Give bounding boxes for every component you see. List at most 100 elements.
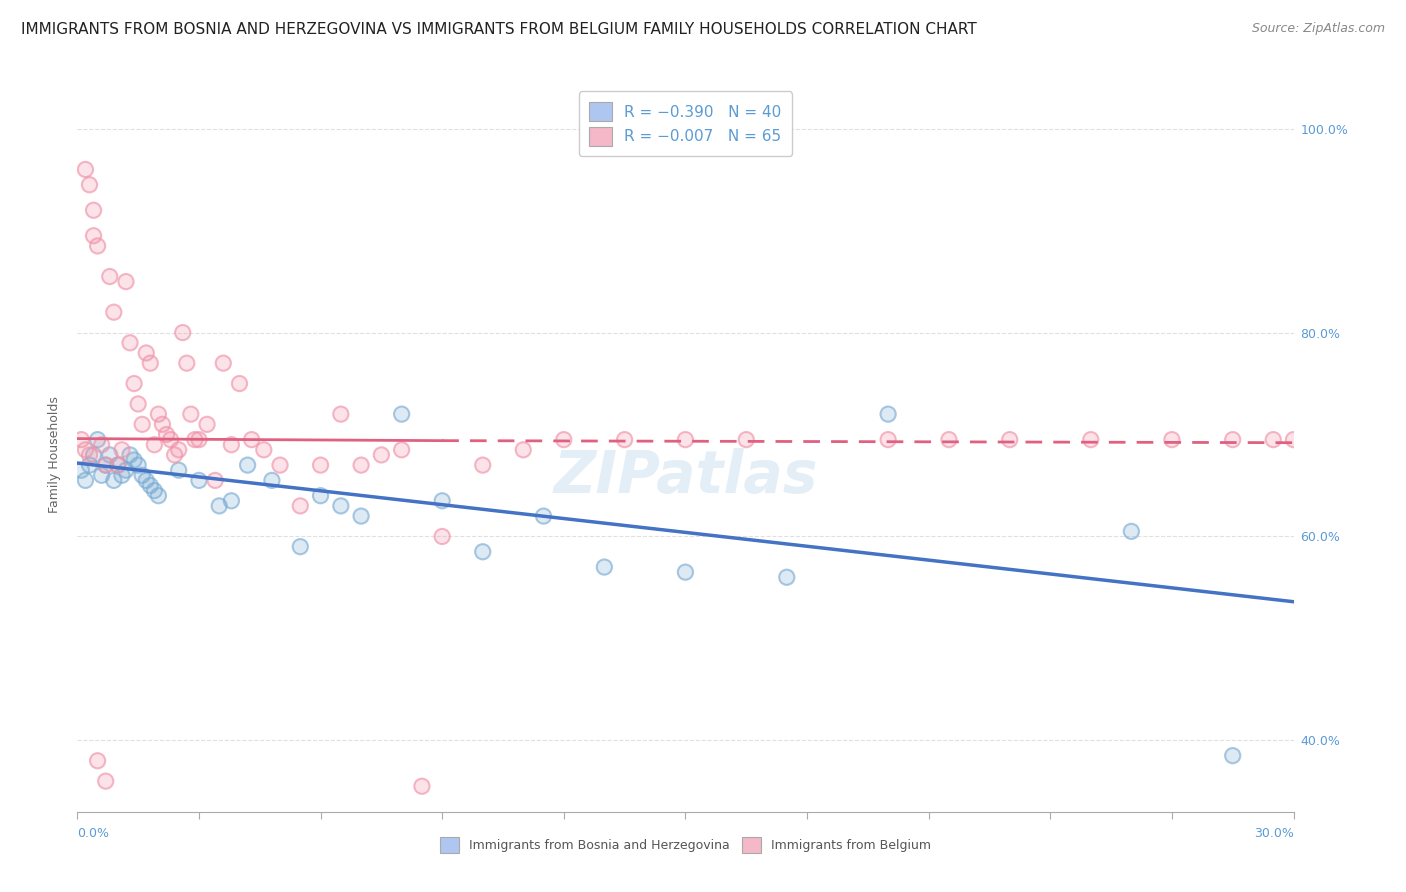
Point [877, 433, 900, 447]
Point [228, 376, 250, 391]
Point [94, 458, 117, 472]
Point [228, 376, 250, 391]
Point [329, 407, 352, 421]
Point [122, 376, 145, 391]
Point [143, 438, 166, 452]
Point [163, 448, 186, 462]
Point [195, 417, 218, 432]
Point [172, 326, 194, 340]
Point [1222, 433, 1244, 447]
Point [75, 162, 97, 177]
Point [1222, 433, 1244, 447]
Point [613, 433, 636, 447]
Point [111, 468, 134, 483]
Point [107, 458, 129, 472]
Point [79, 448, 101, 462]
Point [94, 458, 117, 472]
Point [188, 433, 211, 447]
Point [98, 269, 121, 284]
Point [131, 468, 153, 483]
Point [107, 458, 129, 472]
Point [253, 442, 276, 457]
Point [111, 442, 134, 457]
Point [269, 458, 291, 472]
Point [143, 483, 166, 498]
Point [1161, 433, 1184, 447]
Point [212, 356, 235, 370]
Point [143, 483, 166, 498]
Text: ZIPatlas: ZIPatlas [553, 448, 818, 505]
Point [148, 407, 170, 421]
Point [430, 529, 453, 543]
Point [176, 356, 198, 370]
Point [86, 754, 108, 768]
Point [553, 433, 575, 447]
Point [411, 779, 433, 793]
Point [329, 499, 352, 513]
Point [83, 228, 105, 243]
Point [188, 433, 211, 447]
Point [391, 442, 413, 457]
Point [139, 356, 162, 370]
Point [411, 779, 433, 793]
Point [115, 275, 138, 289]
Point [79, 458, 101, 472]
Point [75, 474, 97, 488]
Point [471, 545, 494, 559]
Point [131, 417, 153, 432]
Point [152, 417, 174, 432]
Point [118, 448, 141, 462]
Point [240, 433, 263, 447]
Point [735, 433, 758, 447]
Point [148, 407, 170, 421]
Point [180, 407, 202, 421]
Point [675, 433, 697, 447]
Y-axis label: Family Households: Family Households [48, 396, 62, 514]
Point [115, 275, 138, 289]
Point [90, 438, 112, 452]
Point [471, 458, 494, 472]
Point [512, 442, 534, 457]
Point [98, 448, 121, 462]
Text: IMMIGRANTS FROM BOSNIA AND HERZEGOVINA VS IMMIGRANTS FROM BELGIUM FAMILY HOUSEHO: IMMIGRANTS FROM BOSNIA AND HERZEGOVINA V… [21, 22, 977, 37]
Point [86, 433, 108, 447]
Point [90, 468, 112, 483]
Point [370, 448, 392, 462]
Point [204, 474, 226, 488]
Point [260, 474, 283, 488]
Point [148, 489, 170, 503]
Point [167, 463, 190, 477]
Point [221, 493, 243, 508]
Point [70, 463, 93, 477]
Point [103, 305, 125, 319]
Point [127, 397, 149, 411]
Text: 30.0%: 30.0% [1254, 827, 1294, 840]
Point [127, 458, 149, 472]
Point [90, 468, 112, 483]
Point [139, 356, 162, 370]
Point [143, 438, 166, 452]
Point [103, 305, 125, 319]
Point [221, 438, 243, 452]
Point [1080, 433, 1102, 447]
Point [94, 774, 117, 789]
Point [107, 458, 129, 472]
Point [139, 478, 162, 492]
Point [94, 774, 117, 789]
Point [329, 499, 352, 513]
Point [122, 453, 145, 467]
Point [103, 474, 125, 488]
Point [75, 474, 97, 488]
Point [184, 433, 207, 447]
Point [103, 474, 125, 488]
Point [269, 458, 291, 472]
Point [776, 570, 799, 584]
Point [236, 458, 259, 472]
Point [122, 376, 145, 391]
Point [188, 474, 211, 488]
Point [1121, 524, 1143, 539]
Point [260, 474, 283, 488]
Legend: Immigrants from Bosnia and Herzegovina, Immigrants from Belgium: Immigrants from Bosnia and Herzegovina, … [434, 831, 936, 859]
Point [79, 178, 101, 192]
Point [370, 448, 392, 462]
